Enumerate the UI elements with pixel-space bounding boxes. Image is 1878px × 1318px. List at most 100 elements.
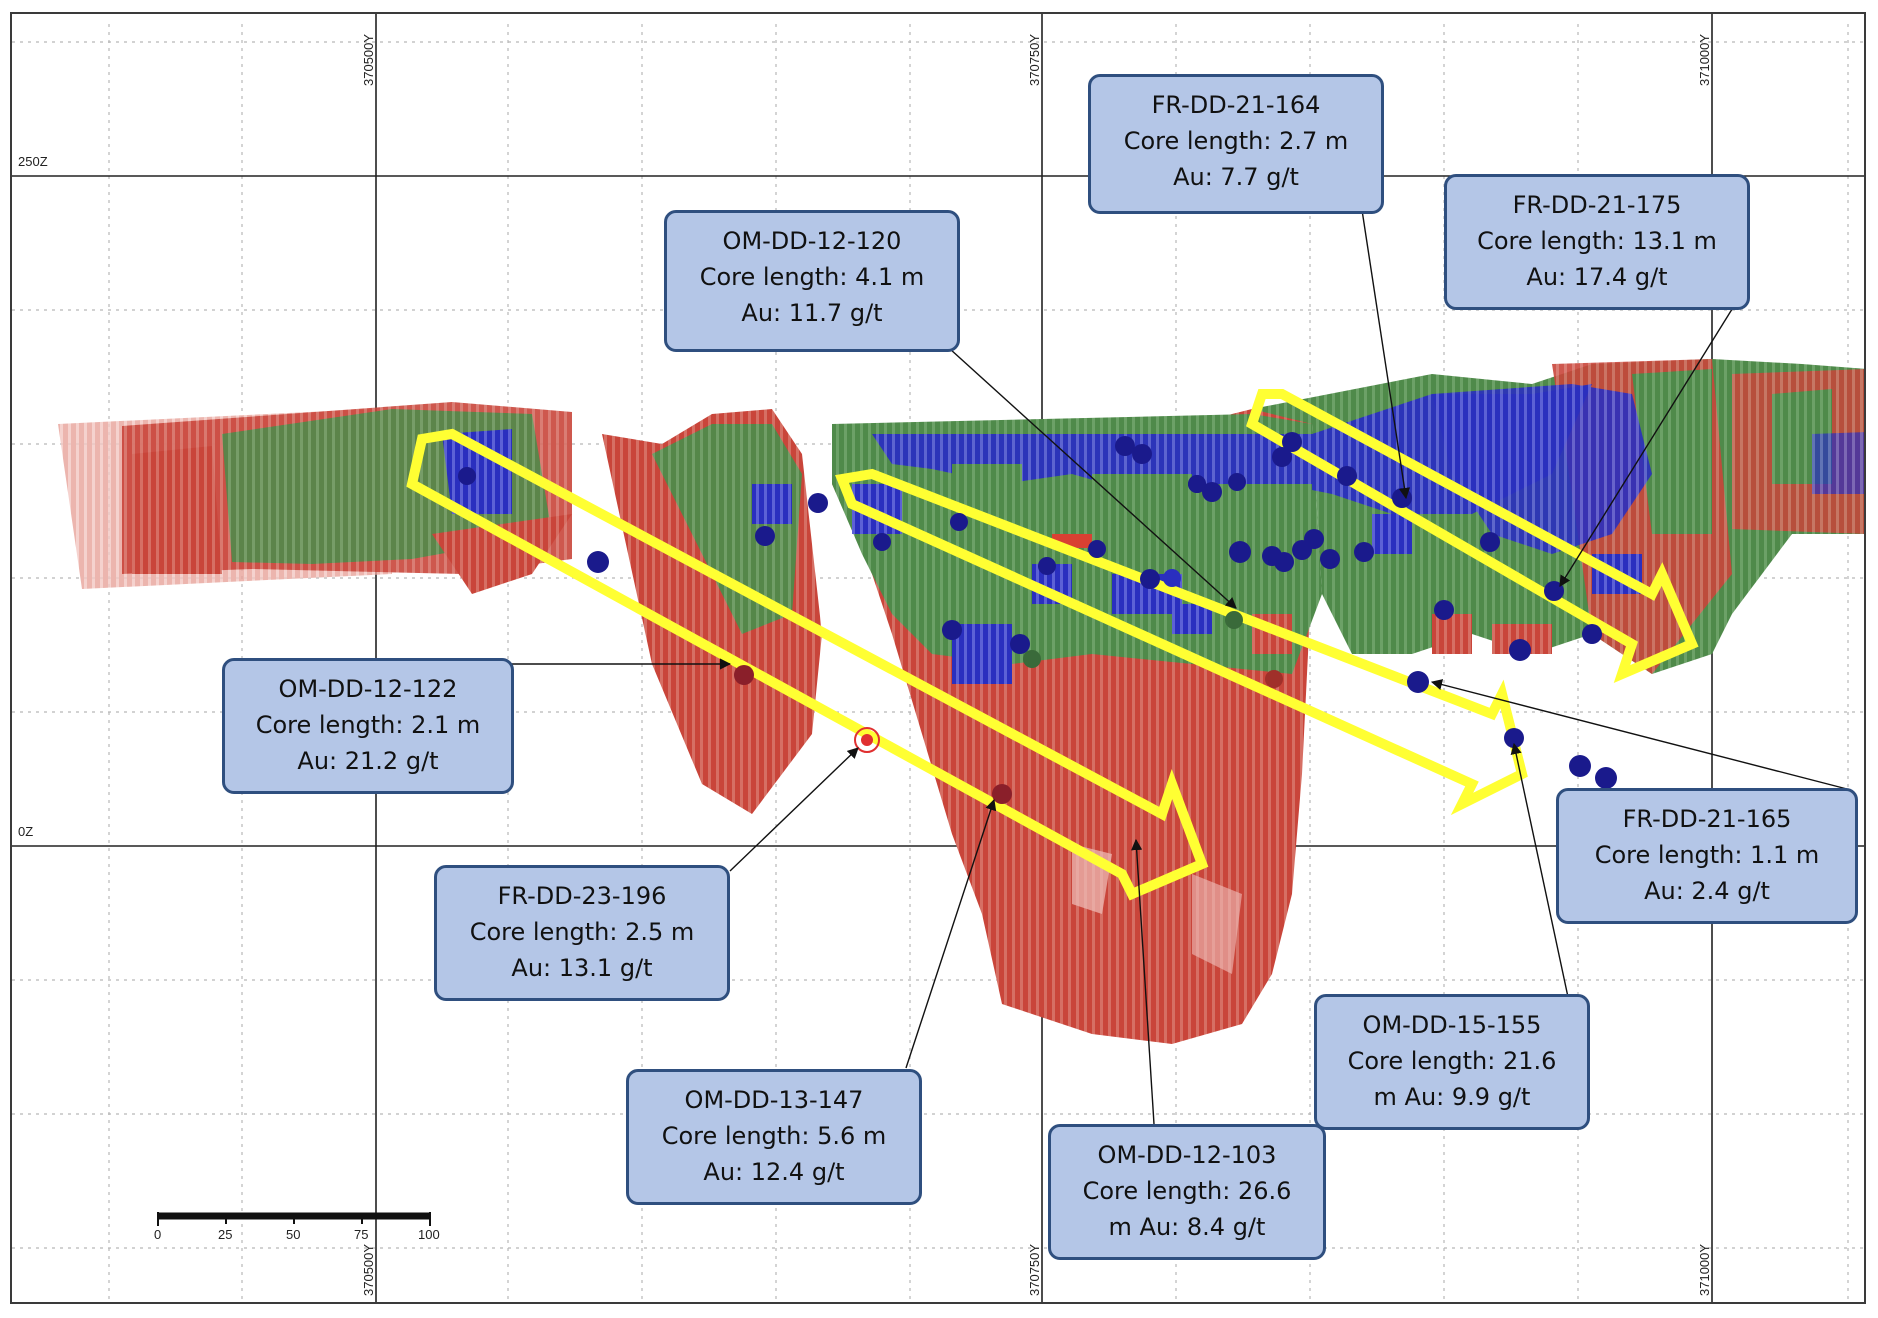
drill-point: [734, 665, 754, 685]
trend-arrow-right: [1245, 389, 1699, 683]
drill-point: [1274, 552, 1294, 572]
callout-grade: Au: 21.2 g/t: [297, 747, 439, 775]
easting-label-bottom: 370750Y: [1027, 1244, 1042, 1296]
drill-point: [1509, 639, 1531, 661]
drill-point: [1392, 488, 1412, 508]
drill-point: [1434, 600, 1454, 620]
callout-om-dd-12-103: OM-DD-12-103 Core length: 26.6 m Au: 8.4…: [1048, 1124, 1326, 1260]
callout-grade: Au: 12.4 g/t: [703, 1158, 845, 1186]
callout-om-dd-13-147: OM-DD-13-147 Core length: 5.6 m Au: 12.4…: [626, 1069, 922, 1205]
drill-point: [1582, 624, 1602, 644]
drill-point: [808, 493, 828, 513]
drill-point: [458, 467, 476, 485]
callout-om-dd-15-155: OM-DD-15-155 Core length: 21.6 m Au: 9.9…: [1314, 994, 1590, 1130]
drill-point: [1038, 557, 1056, 575]
callout-hole-id: OM-DD-15-155: [1362, 1011, 1542, 1039]
drill-point: [1229, 541, 1251, 563]
callout-fr-dd-21-164: FR-DD-21-164 Core length: 2.7 m Au: 7.7 …: [1088, 74, 1384, 214]
callout-fr-dd-21-175: FR-DD-21-175 Core length: 13.1 m Au: 17.…: [1444, 174, 1750, 310]
drill-point: [1163, 569, 1181, 587]
drill-point: [1569, 755, 1591, 777]
trend-arrow-left: [406, 428, 1209, 901]
callout-hole-id: FR-DD-21-175: [1512, 191, 1682, 219]
callout-fr-dd-23-196: FR-DD-23-196 Core length: 2.5 m Au: 13.1…: [434, 865, 730, 1001]
scale-tick-label: 100: [418, 1227, 440, 1242]
drill-point: [1354, 542, 1374, 562]
scale-tick-label: 50: [286, 1227, 300, 1242]
drill-point: [755, 526, 775, 546]
callout-core-length: Core length: 1.1 m: [1594, 841, 1820, 869]
trend-arrow-middle: [835, 468, 1528, 816]
drill-point: [1480, 532, 1500, 552]
easting-label-bottom: 371000Y: [1697, 1244, 1712, 1296]
callout-grade: Au: 17.4 g/t: [1526, 263, 1668, 291]
drill-point: [1023, 650, 1041, 668]
drill-point: [1140, 569, 1160, 589]
easting-label-bottom: 370500Y: [361, 1244, 376, 1296]
long-section-frame: 370500Y 370750Y 371000Y 370500Y 370750Y …: [10, 12, 1866, 1304]
callout-grade: m Au: 8.4 g/t: [1108, 1213, 1266, 1241]
drill-intercepts: [458, 432, 1617, 804]
easting-label-top: 370750Y: [1027, 34, 1042, 86]
drill-point-highlight: [854, 727, 880, 753]
scale-tick-label: 0: [154, 1227, 161, 1242]
drill-point: [1225, 611, 1243, 629]
drill-point: [1272, 447, 1292, 467]
scale-tick-label: 75: [354, 1227, 368, 1242]
trend-arrows: [406, 389, 1699, 901]
drill-point: [1304, 529, 1324, 549]
callout-grade: Au: 13.1 g/t: [511, 954, 653, 982]
block-model: [58, 359, 1864, 1044]
callout-core-length: Core length: 26.6: [1082, 1177, 1292, 1205]
callout-hole-id: OM-DD-12-122: [278, 675, 458, 703]
callout-grade: Au: 11.7 g/t: [741, 299, 883, 327]
scale-tick-label: 25: [218, 1227, 232, 1242]
drill-point: [1407, 671, 1429, 693]
drill-point: [873, 533, 891, 551]
scale-bar: 0 25 50 75 100: [154, 1212, 440, 1242]
callout-grade: m Au: 9.9 g/t: [1373, 1083, 1531, 1111]
drill-point: [1544, 581, 1564, 601]
drill-point: [1320, 549, 1340, 569]
drill-point: [1132, 444, 1152, 464]
callout-hole-id: FR-DD-21-165: [1622, 805, 1792, 833]
callout-hole-id: OM-DD-12-120: [722, 227, 902, 255]
drill-point: [587, 551, 609, 573]
callout-core-length: Core length: 2.7 m: [1123, 127, 1349, 155]
drill-point: [1188, 475, 1206, 493]
drill-point: [1228, 473, 1246, 491]
callout-core-length: Core length: 4.1 m: [699, 263, 925, 291]
drill-point: [1115, 436, 1135, 456]
drill-point: [1010, 634, 1030, 654]
drill-point: [1088, 540, 1106, 558]
elevation-label: 250Z: [18, 154, 48, 169]
callout-grade: Au: 7.7 g/t: [1173, 163, 1299, 191]
callout-core-length: Core length: 2.5 m: [469, 918, 695, 946]
drill-point: [1282, 432, 1302, 452]
callout-core-length: Core length: 2.1 m: [255, 711, 481, 739]
easting-label-top: 371000Y: [1697, 34, 1712, 86]
callout-hole-id: FR-DD-23-196: [497, 882, 667, 910]
callout-hole-id: OM-DD-13-147: [684, 1086, 864, 1114]
callout-fr-dd-21-165: FR-DD-21-165 Core length: 1.1 m Au: 2.4 …: [1556, 788, 1858, 924]
drill-point-highlight: [861, 734, 873, 746]
drill-point: [1337, 466, 1357, 486]
callout-core-length: Core length: 5.6 m: [661, 1122, 887, 1150]
callout-om-dd-12-120: OM-DD-12-120 Core length: 4.1 m Au: 11.7…: [664, 210, 960, 352]
callout-hole-id: FR-DD-21-164: [1151, 91, 1321, 119]
easting-label-top: 370500Y: [361, 34, 376, 86]
callout-core-length: Core length: 13.1 m: [1477, 227, 1717, 255]
long-section-plot: 370500Y 370750Y 371000Y 370500Y 370750Y …: [12, 14, 1864, 1302]
drill-point: [942, 620, 962, 640]
callout-om-dd-12-122: OM-DD-12-122 Core length: 2.1 m Au: 21.2…: [222, 658, 514, 794]
callout-hole-id: OM-DD-12-103: [1097, 1141, 1277, 1169]
drill-point: [1202, 482, 1222, 502]
callout-grade: Au: 2.4 g/t: [1644, 877, 1770, 905]
drill-point: [992, 784, 1012, 804]
leader-lines: [510, 209, 1848, 1125]
elevation-label: 0Z: [18, 824, 33, 839]
drill-point: [950, 513, 968, 531]
callout-core-length: Core length: 21.6: [1347, 1047, 1557, 1075]
drill-point: [1595, 767, 1617, 789]
drill-point: [1265, 670, 1283, 688]
